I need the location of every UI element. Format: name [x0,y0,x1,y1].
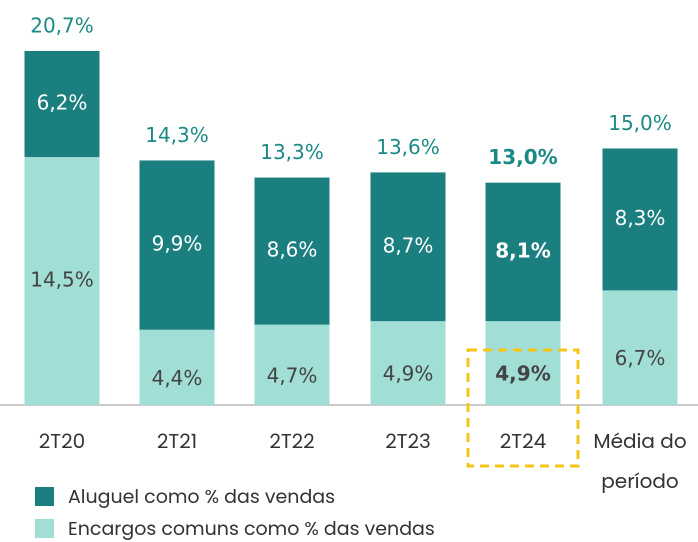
bar-segment [139,160,215,330]
legend-swatch [35,519,54,538]
value-label: 4,9% [383,362,434,386]
bar-segment [24,157,100,405]
value-label: 6,7% [615,346,666,370]
bar-segment [24,51,100,158]
x-tick-label: 2T20 [38,427,86,455]
value-label: 8,1% [495,238,550,262]
value-label: 9,9% [152,232,203,256]
value-label: 8,3% [615,206,666,230]
value-label: 4,7% [267,363,318,387]
value-label: 8,6% [267,238,318,262]
bar-segment [370,172,446,322]
value-label: 4,4% [152,366,203,390]
legend-swatch [35,487,54,506]
legend-item: Encargos comuns como % das vendas [35,514,435,542]
value-label: 4,9% [495,362,550,386]
bar-segment [485,182,561,322]
bar-segment [254,177,330,325]
x-tick-label: 2T21 [156,427,198,455]
highlight-box [466,348,580,468]
value-label: 6,2% [37,91,88,115]
bar-segment [485,321,561,405]
x-tick-label: 2T24 [499,427,547,455]
total-label: 20,7% [30,14,94,38]
x-tick-label: Média do período [593,427,687,495]
total-label: 13,0% [488,145,557,169]
bar-segment [370,321,446,405]
legend-text: Aluguel como % das vendas [68,483,336,510]
bar-segment [602,290,678,405]
value-label: 8,7% [383,233,434,257]
bar-segment [602,148,678,291]
total-label: 13,3% [260,140,324,164]
x-tick-label: 2T22 [269,427,315,455]
legend-text: Encargos comuns como % das vendas [68,515,435,542]
x-tick-label: 2T23 [385,427,431,455]
total-label: 13,6% [376,135,440,159]
total-label: 15,0% [608,111,672,135]
value-label: 14,5% [30,268,94,292]
legend-item: Aluguel como % das vendas [35,482,335,511]
bar-segment [139,329,215,405]
bar-segment [254,324,330,405]
total-label: 14,3% [145,123,209,147]
